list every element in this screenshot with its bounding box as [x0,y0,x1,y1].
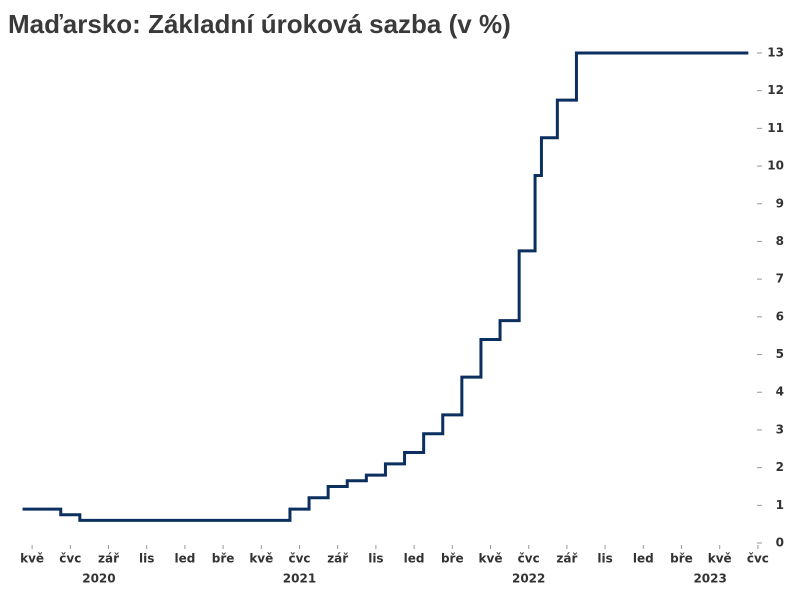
y-tick-label: 5 [776,347,784,361]
year-label: 2022 [512,572,545,586]
x-tick-label: bře [670,552,693,566]
x-tick-label: zář [556,552,577,566]
x-tick-label: led [174,552,195,566]
y-tick-label: 0 [776,536,784,550]
y-tick-label: 7 [776,272,784,286]
x-tick-label: kvě [479,552,503,566]
y-tick-label: 2 [776,460,784,474]
chart-title: Maďarsko: Základní úroková sazba (v %) [8,9,511,39]
x-tick-label: bře [441,552,464,566]
x-tick-label: čvc [288,552,310,566]
y-tick-label: 10 [767,159,784,173]
x-tick-label: led [633,552,654,566]
y-tick-label: 3 [776,422,784,436]
x-tick-label: lis [597,552,612,566]
y-tick-label: 4 [776,385,784,399]
x-tick-label: lis [139,552,154,566]
year-label: 2020 [82,572,115,586]
y-tick-label: 12 [767,83,784,97]
x-tick-label: čvc [518,552,540,566]
x-tick-label: zář [98,552,119,566]
rate-line [22,51,749,522]
x-tick-label: kvě [20,552,44,566]
x-tick-label: čvc [59,552,81,566]
year-label: 2021 [283,572,316,586]
y-tick-label: 6 [776,309,784,323]
y-tick-label: 9 [776,196,784,210]
y-tick-label: 11 [767,121,784,135]
y-tick-label: 1 [776,498,784,512]
y-tick-label: 13 [767,46,784,60]
x-tick-label: lis [368,552,383,566]
x-tick-label: zář [327,552,348,566]
y-tick-label: 8 [776,234,784,248]
x-tick-label: kvě [249,552,273,566]
x-tick-label: bře [212,552,235,566]
x-tick-label: čvc [747,552,769,566]
x-tick-label: kvě [708,552,732,566]
x-tick-label: led [404,552,425,566]
year-label: 2023 [693,572,726,586]
